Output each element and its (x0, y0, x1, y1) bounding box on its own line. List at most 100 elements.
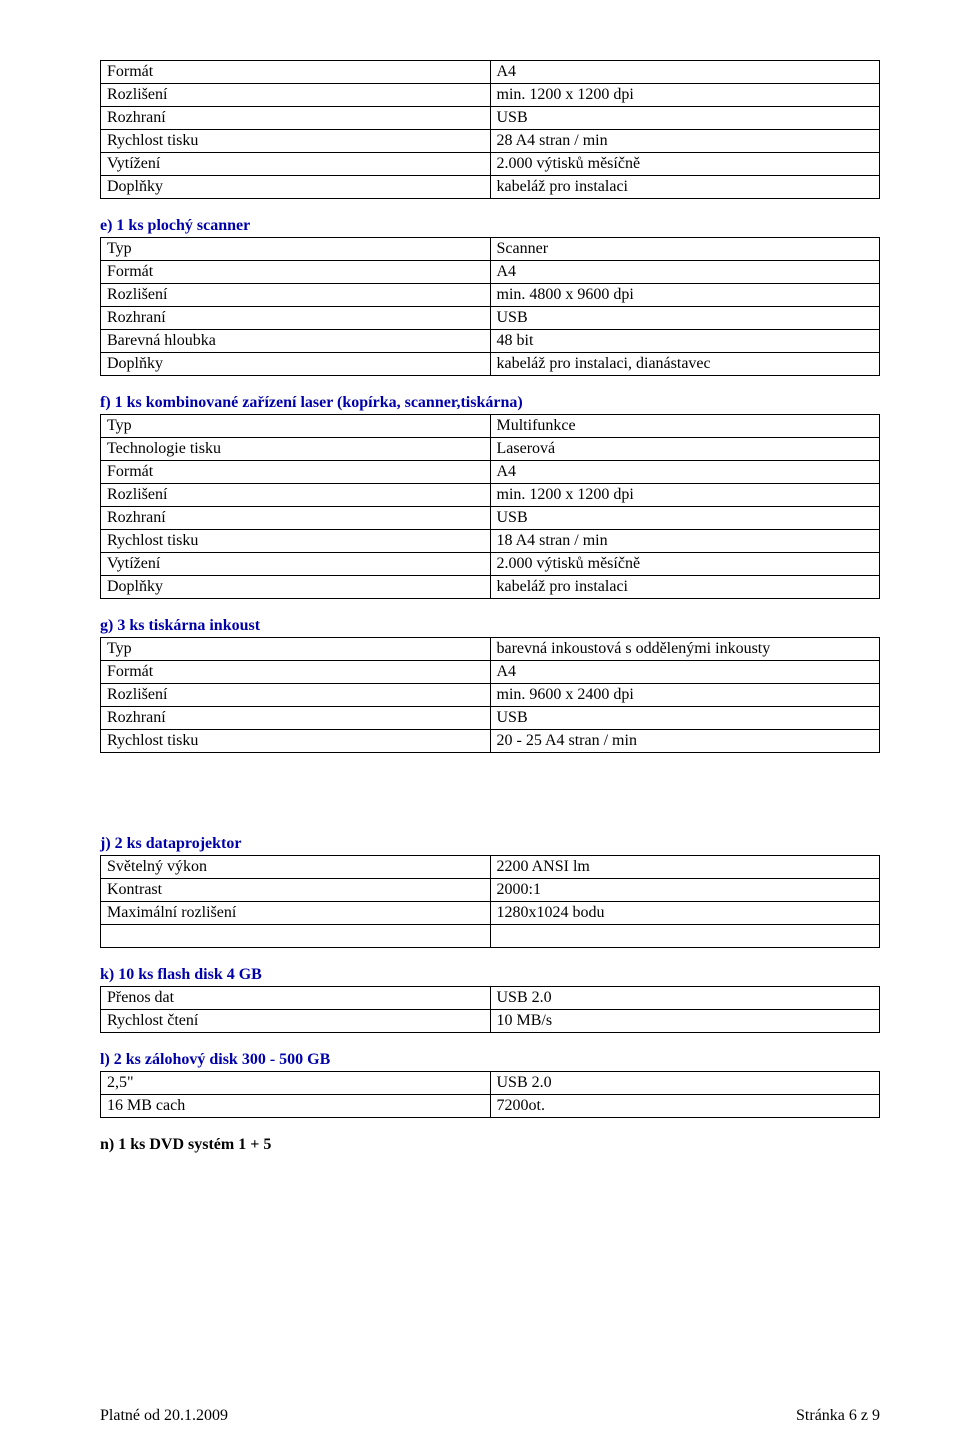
cell-label: Rychlost tisku (101, 530, 491, 553)
cell-value: A4 (490, 261, 880, 284)
cell-label: Doplňky (101, 353, 491, 376)
cell-label: 2,5" (101, 1072, 491, 1095)
table-row: FormátA4 (101, 661, 880, 684)
cell-value: 20 - 25 A4 stran / min (490, 730, 880, 753)
section-title-n: n) 1 ks DVD systém 1 + 5 (100, 1136, 880, 1154)
table-row: Přenos datUSB 2.0 (101, 987, 880, 1010)
cell-value: USB (490, 507, 880, 530)
cell-value: min. 4800 x 9600 dpi (490, 284, 880, 307)
cell-label: Barevná hloubka (101, 330, 491, 353)
table-row: Rychlost čtení10 MB/s (101, 1010, 880, 1033)
cell-label: Formát (101, 261, 491, 284)
table-row: Barevná hloubka48 bit (101, 330, 880, 353)
cell-value: A4 (490, 461, 880, 484)
table-row: Doplňkykabeláž pro instalaci (101, 576, 880, 599)
cell-value: 2200 ANSI lm (490, 856, 880, 879)
table-row: Rozlišenímin. 1200 x 1200 dpi (101, 84, 880, 107)
cell-label: Rozhraní (101, 307, 491, 330)
table-row: RozhraníUSB (101, 107, 880, 130)
cell-value: USB (490, 107, 880, 130)
page-footer: Platné od 20.1.2009 Stránka 6 z 9 (100, 1407, 880, 1425)
cell-value: min. 1200 x 1200 dpi (490, 84, 880, 107)
cell-value: Laserová (490, 438, 880, 461)
table-k: Přenos datUSB 2.0 Rychlost čtení10 MB/s (100, 986, 880, 1033)
table-row: Rozlišenímin. 4800 x 9600 dpi (101, 284, 880, 307)
cell-label: Rozlišení (101, 284, 491, 307)
cell-value: USB 2.0 (490, 987, 880, 1010)
table-row: Rychlost tisku18 A4 stran / min (101, 530, 880, 553)
cell-label: Vytížení (101, 553, 491, 576)
table-row: Doplňkykabeláž pro instalaci (101, 176, 880, 199)
table-row: RozhraníUSB (101, 707, 880, 730)
cell-label: 16 MB cach (101, 1095, 491, 1118)
cell-value: 1280x1024 bodu (490, 902, 880, 925)
cell-value: A4 (490, 661, 880, 684)
cell-value: USB 2.0 (490, 1072, 880, 1095)
table-row: Světelný výkon2200 ANSI lm (101, 856, 880, 879)
table-row: Vytížení2.000 výtisků měsíčně (101, 553, 880, 576)
cell-value: USB (490, 707, 880, 730)
section-title-g: g) 3 ks tiskárna inkoust (100, 617, 880, 635)
table-g: Typbarevná inkoustová s oddělenými inkou… (100, 637, 880, 753)
table-j: Světelný výkon2200 ANSI lm Kontrast2000:… (100, 855, 880, 948)
table-row: Vytížení2.000 výtisků měsíčně (101, 153, 880, 176)
cell-label: Rychlost tisku (101, 130, 491, 153)
footer-right: Stránka 6 z 9 (796, 1407, 880, 1425)
cell-value: min. 1200 x 1200 dpi (490, 484, 880, 507)
table-row: 2,5"USB 2.0 (101, 1072, 880, 1095)
cell-label: Světelný výkon (101, 856, 491, 879)
section-title-e: e) 1 ks plochý scanner (100, 217, 880, 235)
cell-label: Doplňky (101, 576, 491, 599)
table-l: 2,5"USB 2.0 16 MB cach7200ot. (100, 1071, 880, 1118)
table-row: 16 MB cach7200ot. (101, 1095, 880, 1118)
cell-label: Rozlišení (101, 484, 491, 507)
table-row (101, 925, 880, 948)
table-row: Typbarevná inkoustová s oddělenými inkou… (101, 638, 880, 661)
document-page: FormátA4 Rozlišenímin. 1200 x 1200 dpi R… (0, 0, 960, 1455)
cell-label: Vytížení (101, 153, 491, 176)
cell-value: kabeláž pro instalaci, dianástavec (490, 353, 880, 376)
cell-label: Maximální rozlišení (101, 902, 491, 925)
cell-value: USB (490, 307, 880, 330)
section-title-l: l) 2 ks zálohový disk 300 - 500 GB (100, 1051, 880, 1069)
cell-label: Doplňky (101, 176, 491, 199)
table-row: FormátA4 (101, 61, 880, 84)
cell-value: min. 9600 x 2400 dpi (490, 684, 880, 707)
cell-value: A4 (490, 61, 880, 84)
cell-label: Typ (101, 638, 491, 661)
footer-left: Platné od 20.1.2009 (100, 1407, 228, 1425)
cell-label: Rozhraní (101, 707, 491, 730)
cell-value: 48 bit (490, 330, 880, 353)
cell-label: Rozhraní (101, 507, 491, 530)
cell-value: 2.000 výtisků měsíčně (490, 553, 880, 576)
section-title-j: j) 2 ks dataprojektor (100, 835, 880, 853)
table-e: TypScanner FormátA4 Rozlišenímin. 4800 x… (100, 237, 880, 376)
cell-value: Multifunkce (490, 415, 880, 438)
cell-value: 28 A4 stran / min (490, 130, 880, 153)
cell-value: 7200ot. (490, 1095, 880, 1118)
cell-label: Kontrast (101, 879, 491, 902)
cell-label: Formát (101, 61, 491, 84)
cell-value: barevná inkoustová s oddělenými inkousty (490, 638, 880, 661)
table-d: FormátA4 Rozlišenímin. 1200 x 1200 dpi R… (100, 60, 880, 199)
cell-label: Rozlišení (101, 84, 491, 107)
table-row: Doplňkykabeláž pro instalaci, dianástave… (101, 353, 880, 376)
cell-label: Formát (101, 461, 491, 484)
cell-label (101, 925, 491, 948)
cell-label: Přenos dat (101, 987, 491, 1010)
cell-label: Formát (101, 661, 491, 684)
cell-label: Typ (101, 238, 491, 261)
table-row: Kontrast2000:1 (101, 879, 880, 902)
cell-value: 18 A4 stran / min (490, 530, 880, 553)
cell-label: Rozlišení (101, 684, 491, 707)
section-title-f: f) 1 ks kombinované zařízení laser (kopí… (100, 394, 880, 412)
table-row: Rychlost tisku28 A4 stran / min (101, 130, 880, 153)
table-row: Rozlišenímin. 9600 x 2400 dpi (101, 684, 880, 707)
cell-value: 2.000 výtisků měsíčně (490, 153, 880, 176)
cell-value: 2000:1 (490, 879, 880, 902)
cell-value: 10 MB/s (490, 1010, 880, 1033)
cell-value: Scanner (490, 238, 880, 261)
table-row: FormátA4 (101, 461, 880, 484)
table-row: TypScanner (101, 238, 880, 261)
cell-label: Rozhraní (101, 107, 491, 130)
